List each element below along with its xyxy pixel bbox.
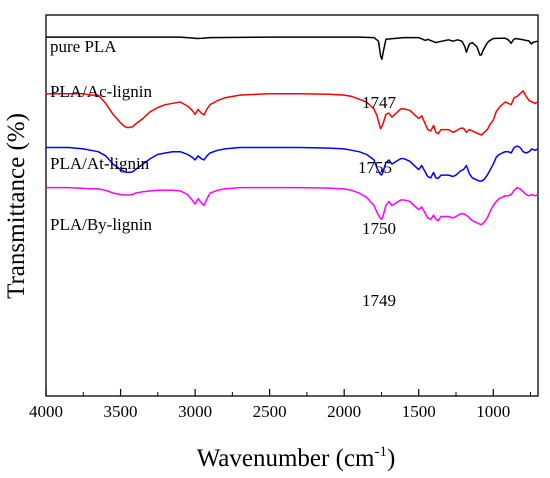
x-tick-label-2000: 2000: [327, 402, 361, 421]
x-tick-label-1000: 1000: [476, 402, 510, 421]
series-line-pure-pla: [46, 36, 539, 60]
series-label-pla-at-lignin: PLA/At-lignin: [50, 154, 150, 173]
series-label-pla-by-lignin: PLA/By-lignin: [50, 215, 153, 234]
x-tick-label-3500: 3500: [104, 402, 138, 421]
x-axis-ticks: 4000 3500 3000 2500 2000 1500 1000: [29, 389, 532, 421]
x-tick-label-2500: 2500: [253, 402, 287, 421]
series-label-pla-ac-lignin: PLA/Ac-lignin: [50, 82, 152, 101]
y-axis-title: Transmittance (%): [3, 113, 30, 299]
x-tick-label-4000: 4000: [29, 402, 63, 421]
series-line-pla-by-lignin: [46, 186, 539, 226]
series-line-pla-ac-lignin: [46, 90, 539, 136]
series-line-pla-at-lignin: [46, 145, 539, 182]
peak-label-1750: 1750: [362, 219, 396, 238]
x-tick-label-3000: 3000: [178, 402, 212, 421]
series-label-pure-pla: pure PLA: [50, 37, 117, 56]
x-axis-title-main: Wavenumber (cm: [197, 445, 375, 472]
x-axis-title-suffix: ): [387, 445, 395, 472]
peak-label-1747: 1747: [362, 93, 397, 112]
peak-label-1755: 1755: [358, 158, 392, 177]
x-tick-label-1500: 1500: [402, 402, 436, 421]
peak-label-1749: 1749: [362, 291, 396, 310]
series-layer: [46, 36, 539, 226]
x-axis-title-superscript: -1: [374, 444, 387, 460]
x-axis-title: Wavenumber (cm-1): [197, 444, 396, 472]
plot-frame: [45, 14, 539, 397]
